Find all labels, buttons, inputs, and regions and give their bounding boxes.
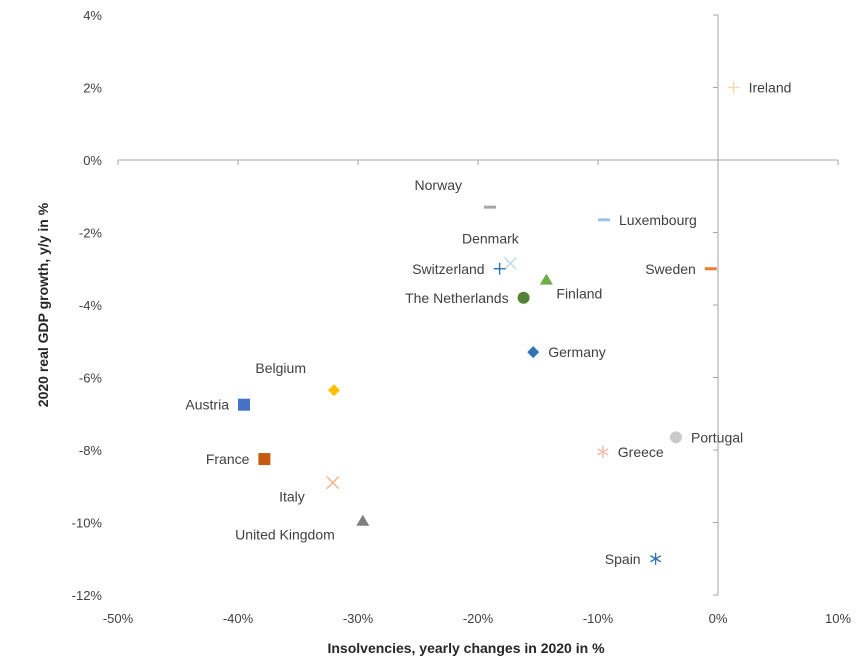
point-spain [650, 552, 662, 565]
y-tick-label: 2% [83, 81, 102, 96]
label-the-netherlands: The Netherlands [405, 290, 509, 306]
x-tick-label: -10% [583, 611, 614, 626]
label-norway: Norway [415, 177, 462, 193]
point-france [258, 453, 271, 466]
label-finland: Finland [556, 286, 602, 302]
y-tick-label: 4% [83, 8, 102, 23]
x-axis-title: Insolvencies, yearly changes in 2020 in … [327, 640, 605, 656]
x-tick-label: -30% [343, 611, 374, 626]
label-austria: Austria [185, 397, 229, 413]
point-norway [484, 205, 496, 209]
y-tick-label: -12% [72, 588, 103, 603]
label-spain: Spain [605, 551, 641, 567]
y-tick-label: -8% [79, 443, 103, 458]
label-united-kingdom: United Kingdom [235, 527, 335, 543]
axes: -50% -40% -30% -20% -10% 0% 10% -12% -10% -8% -6%… [72, 8, 852, 626]
x-tick-label: -40% [223, 611, 254, 626]
y-axis-title: 2020 real GDP growth, y/y in % [35, 202, 51, 407]
label-ireland: Ireland [749, 80, 792, 96]
data-points [238, 81, 740, 565]
point-denmark [503, 256, 517, 270]
point-portugal [670, 431, 682, 444]
y-tick-label: -6% [79, 371, 103, 386]
point-germany [527, 346, 540, 359]
label-belgium: Belgium [255, 360, 306, 376]
label-france: France [206, 451, 250, 467]
x-tick-label: 0% [709, 611, 728, 626]
point-greece [597, 445, 609, 458]
point-united-kingdom [356, 514, 370, 526]
label-switzerland: Switzerland [412, 261, 484, 277]
x-tick-label: -50% [103, 611, 134, 626]
x-tick-label: 10% [825, 611, 851, 626]
y-tick-label: -2% [79, 226, 103, 241]
point-sweden [704, 267, 717, 271]
data-labels: Ireland Norway Luxembourg Denmark Switzerlan… [185, 80, 791, 567]
y-tick-label: 0% [83, 153, 102, 168]
label-germany: Germany [548, 344, 606, 360]
y-tick-label: -10% [72, 516, 103, 531]
point-ireland [727, 81, 740, 94]
point-austria [238, 398, 250, 411]
label-greece: Greece [618, 444, 664, 460]
point-finland [539, 273, 553, 285]
label-denmark: Denmark [462, 230, 520, 246]
x-tick-label: -20% [463, 611, 494, 626]
y-tick-label: -4% [79, 298, 103, 313]
x-axis-ticks: -50% -40% -30% -20% -10% 0% 10% [103, 160, 851, 626]
point-belgium [328, 384, 340, 397]
label-portugal: Portugal [691, 429, 743, 445]
label-luxembourg: Luxembourg [619, 212, 697, 228]
point-switzerland [493, 262, 506, 275]
point-luxembourg [598, 218, 610, 222]
point-the-netherlands [517, 291, 530, 304]
label-italy: Italy [279, 489, 305, 505]
label-sweden: Sweden [645, 261, 696, 277]
y-axis-ticks: -12% -10% -8% -6% -4% -2% 0% 2% 4% [72, 8, 718, 603]
point-italy [326, 476, 340, 490]
